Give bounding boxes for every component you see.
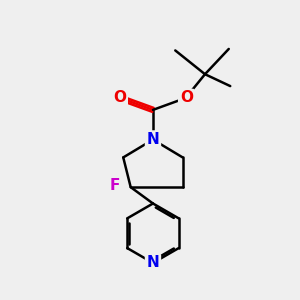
Text: O: O bbox=[180, 91, 193, 106]
Text: O: O bbox=[113, 91, 126, 106]
Text: F: F bbox=[109, 178, 119, 193]
Text: N: N bbox=[147, 132, 159, 147]
Text: N: N bbox=[147, 255, 159, 270]
